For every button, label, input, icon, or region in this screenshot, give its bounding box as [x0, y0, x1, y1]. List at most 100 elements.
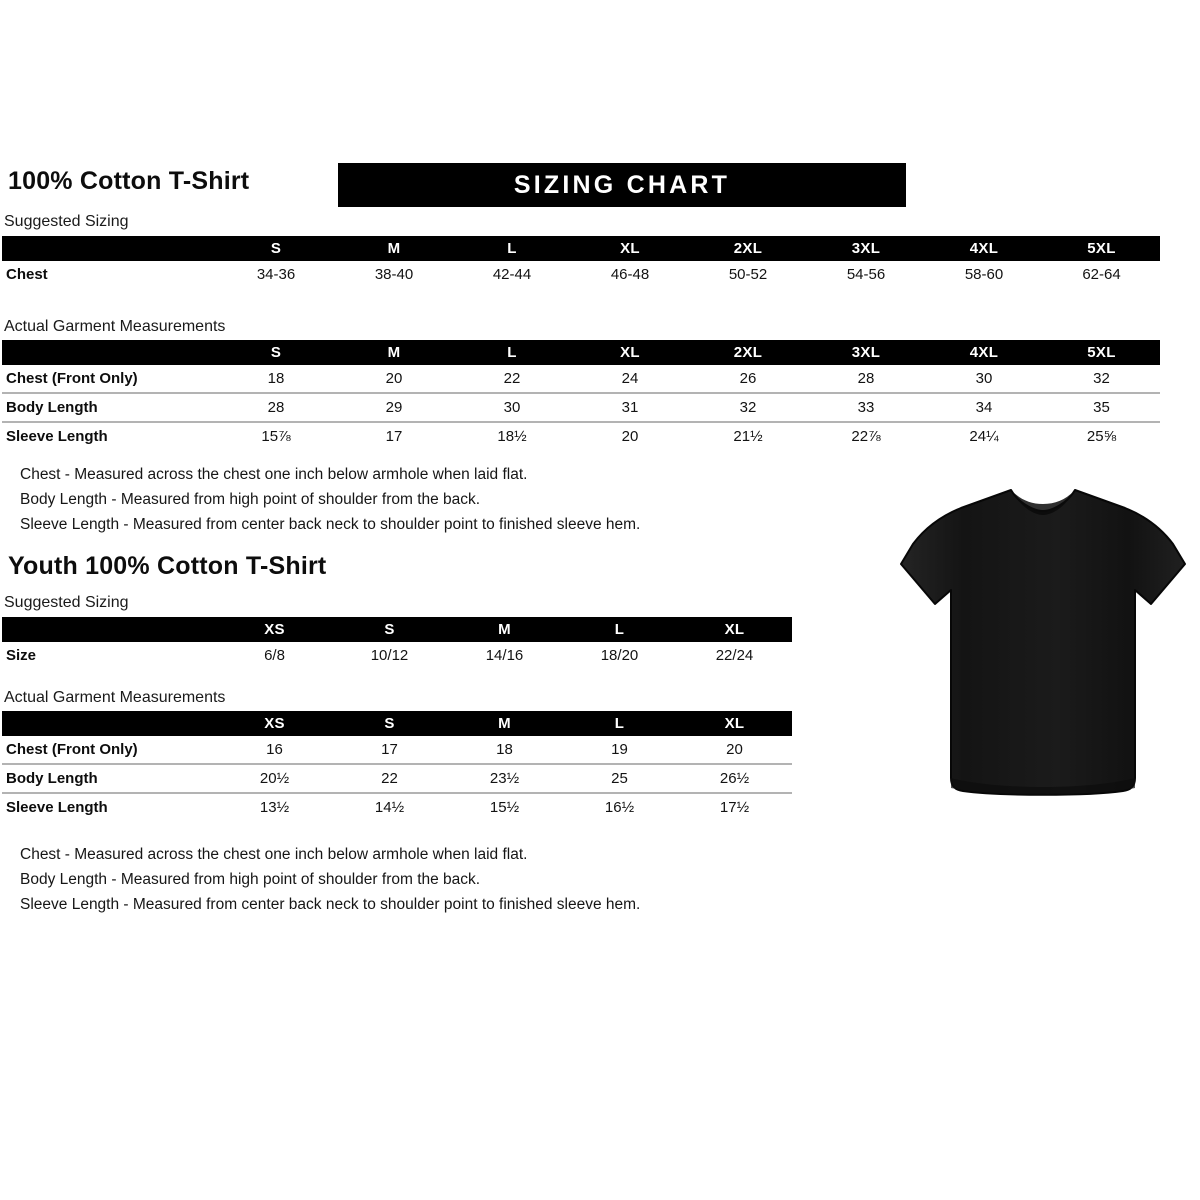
table-header-row: XS S M L XL [2, 711, 792, 736]
tshirt-illustration [893, 478, 1193, 808]
cell: 18/20 [600, 647, 639, 664]
table-row: Sleeve Length 13½ 14½ 15½ 16½ 17½ [2, 792, 792, 821]
col-header [2, 236, 217, 261]
youth-suggested-sizing-label: Suggested Sizing [4, 594, 129, 611]
cell: 16 [266, 741, 283, 758]
col-header: M [447, 617, 562, 642]
table-row: Chest (Front Only) 16 17 18 19 20 [2, 736, 792, 764]
cell: 50-52 [728, 266, 768, 283]
adult-suggested-sizing-label: Suggested Sizing [4, 213, 129, 230]
col-header: M [335, 236, 453, 261]
banner-title: SIZING CHART [513, 170, 731, 199]
youth-measurement-notes: Chest - Measured across the chest one in… [4, 842, 640, 917]
cell: 25 [562, 763, 677, 793]
cell: 20 [385, 370, 403, 387]
row-label: Sleeve Length [2, 792, 217, 821]
cell: 15½ [447, 792, 562, 821]
note-chest: Chest - Measured across the chest one in… [20, 466, 528, 483]
col-header: L [453, 340, 571, 365]
youth-actual-measurements-table: XS S M L XL Chest (Front Only) 16 17 18 … [2, 711, 792, 821]
adult-actual-measurements-table: S M L XL 2XL 3XL 4XL 5XL Chest (Front On… [2, 340, 1160, 450]
row-label: Chest (Front Only) [6, 741, 138, 758]
black-tshirt-front-icon [900, 489, 1186, 796]
cell: 20½ [217, 763, 332, 793]
cell: 38-40 [374, 266, 414, 283]
cell: 25⅝ [1043, 421, 1160, 450]
note-chest: Chest - Measured across the chest one in… [20, 846, 528, 863]
youth-actual-measurements-label: Actual Garment Measurements [4, 689, 226, 706]
col-header: L [562, 711, 677, 736]
col-header: 2XL [689, 340, 807, 365]
cell: 17½ [677, 792, 792, 821]
cell: 30 [453, 392, 571, 422]
col-header: M [447, 711, 562, 736]
cell: 35 [1043, 392, 1160, 422]
cell: 22⅞ [807, 421, 925, 450]
chart-header: 100% Cotton T-Shirt SIZING CHART [8, 163, 1192, 209]
cell: 14½ [332, 792, 447, 821]
table-row: Size 6/8 10/12 14/16 18/20 22/24 [2, 642, 792, 669]
col-header: XL [571, 236, 689, 261]
table-header-row: XS S M L XL [2, 617, 792, 642]
cell: 19 [611, 741, 628, 758]
cell: 22 [332, 763, 447, 793]
cell: 34 [925, 392, 1043, 422]
cell: 18 [267, 370, 285, 387]
col-header: 5XL [1043, 340, 1160, 365]
cell: 24 [621, 370, 639, 387]
cell: 32 [1093, 370, 1110, 387]
col-header: S [332, 711, 447, 736]
table-header-row: S M L XL 2XL 3XL 4XL 5XL [2, 340, 1160, 365]
cell: 16½ [562, 792, 677, 821]
cell: 18 [496, 741, 513, 758]
row-label: Chest (Front Only) [6, 370, 138, 387]
cell: 21½ [689, 421, 807, 450]
cell: 17 [381, 741, 398, 758]
cell: 13½ [217, 792, 332, 821]
col-header: XS [217, 711, 332, 736]
col-header: S [217, 340, 335, 365]
cell: 58-60 [964, 266, 1004, 283]
col-header: M [335, 340, 453, 365]
col-header: 2XL [689, 236, 807, 261]
cell: 6/8 [264, 647, 285, 664]
cell: 32 [689, 392, 807, 422]
col-header: XL [677, 711, 792, 736]
cell: 30 [975, 370, 993, 387]
cell: 15⅞ [217, 421, 335, 450]
cell: 18½ [453, 421, 571, 450]
cell: 62-64 [1082, 266, 1121, 283]
cell: 23½ [447, 763, 562, 793]
cell: 31 [571, 392, 689, 422]
cell: 17 [335, 421, 453, 450]
col-header: 5XL [1043, 236, 1160, 261]
cell: 26½ [677, 763, 792, 793]
cell: 20 [571, 421, 689, 450]
note-sleeve-length: Sleeve Length - Measured from center bac… [20, 516, 641, 533]
col-header: 4XL [925, 236, 1043, 261]
cell: 24¼ [925, 421, 1043, 450]
col-header: 4XL [925, 340, 1043, 365]
tshirt-collar [1012, 491, 1074, 515]
row-label: Sleeve Length [2, 421, 217, 450]
sizing-chart-banner: SIZING CHART [338, 163, 906, 207]
cell: 22/24 [715, 647, 754, 664]
cell: 14/16 [485, 647, 524, 664]
col-header: L [562, 617, 677, 642]
cell: 28 [857, 370, 875, 387]
cell: 10/12 [370, 647, 409, 664]
note-body-length: Body Length - Measured from high point o… [20, 491, 481, 508]
col-header: 3XL [807, 340, 925, 365]
cell: 34-36 [256, 266, 296, 283]
note-body-length: Body Length - Measured from high point o… [20, 871, 481, 888]
col-header: S [217, 236, 335, 261]
cell: 22 [503, 370, 521, 387]
tshirt-body [900, 489, 1186, 796]
table-row: Body Length 28 29 30 31 32 33 34 35 [2, 392, 1160, 422]
youth-section-title: Youth 100% Cotton T-Shirt [8, 552, 327, 580]
cell: 33 [807, 392, 925, 422]
cell: 20 [726, 741, 743, 758]
cell: 28 [217, 392, 335, 422]
adult-suggested-sizing-table: S M L XL 2XL 3XL 4XL 5XL Chest 34-36 38-… [2, 236, 1160, 288]
